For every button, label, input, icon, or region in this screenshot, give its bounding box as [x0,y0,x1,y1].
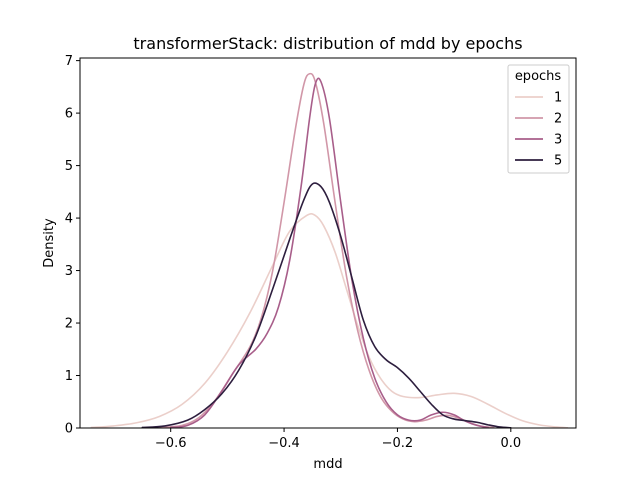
legend-label-2: 2 [554,112,562,127]
y-tick-label: 7 [65,54,73,69]
y-tick-label: 5 [65,159,73,174]
legend-label-5: 5 [554,154,562,169]
chart-title: transformerStack: distribution of mdd by… [133,34,522,53]
y-tick-label: 6 [65,107,73,122]
plot-lines [90,72,569,429]
x-tick-label: −0.6 [155,436,187,451]
y-axis: 0 1 2 3 4 5 6 7 [65,54,80,437]
x-tick-label: 0.0 [500,436,521,451]
y-tick-label: 4 [65,212,73,227]
legend-title: epochs [515,69,562,84]
series-line-2 [158,72,495,429]
y-tick-label: 1 [65,369,73,384]
y-tick-label: 0 [65,422,73,437]
series-line-3 [169,77,489,429]
legend-items: 1 2 3 5 [515,91,562,169]
plot-frame [79,57,577,429]
y-axis-label: Density [42,218,57,268]
series-line-5 [141,182,512,429]
y-tick-label: 3 [65,264,73,279]
legend-label-1: 1 [554,91,562,106]
x-axis-label: mdd [313,457,342,472]
legend-label-3: 3 [554,133,562,148]
y-tick-label: 2 [65,317,73,332]
legend: epochs 1 2 3 5 [507,64,570,174]
legend-box [507,64,570,174]
series-line-1 [90,213,569,429]
x-tick-label: −0.4 [268,436,300,451]
x-axis: −0.6 −0.4 −0.2 0.0 [155,428,521,451]
x-tick-label: −0.2 [382,436,414,451]
